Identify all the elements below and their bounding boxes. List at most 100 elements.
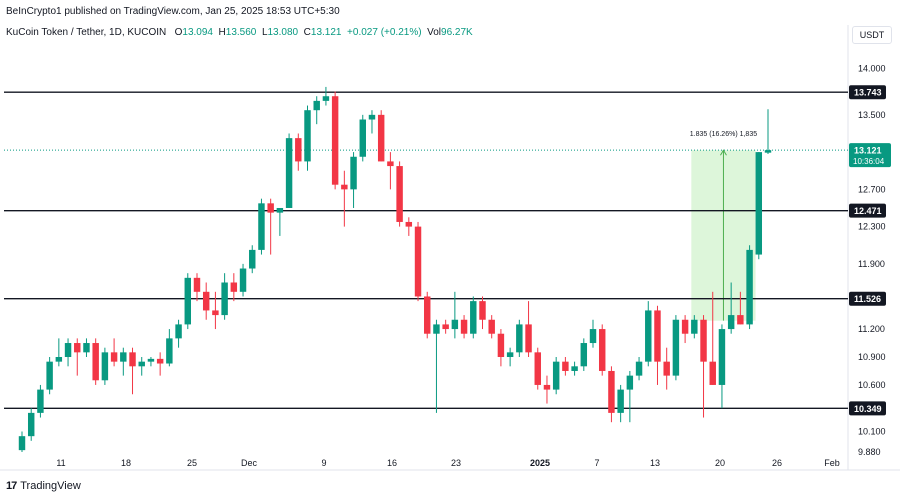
candle [764,109,772,154]
y-tick-label: 14.000 [858,63,886,73]
legend-vol-label: Vol [427,27,442,38]
legend-open-label: O [174,27,183,38]
candle [258,198,265,255]
candle [617,384,624,423]
candle-body [598,329,606,371]
candle-body [470,301,477,334]
candle-body [727,315,735,330]
candle [645,301,652,367]
candle [589,319,597,348]
candle [746,245,753,330]
candle-body [166,338,173,364]
candle-body [175,324,182,339]
candle-body [497,333,505,358]
candle [700,315,707,418]
candle [92,338,99,385]
legend-open: 13.094 [182,27,213,38]
measure-label: 1.835 (16.26%) 1,835 [690,131,757,138]
candle [166,329,173,367]
tradingview-brand: TradingView [20,480,81,492]
candle [64,338,72,367]
candle-body [635,361,643,376]
candle-body [534,352,541,385]
candle [74,338,81,376]
candle-body [516,324,523,353]
candle [506,347,514,367]
legend-close-label: C [303,27,311,38]
candle-body [681,319,689,334]
candle [202,282,210,320]
candle [396,161,403,227]
candle [368,110,376,134]
y-tick-label: 10.100 [858,427,886,437]
candle [663,347,670,390]
candle [110,338,118,367]
candle [239,263,247,297]
candle-body [322,96,330,101]
countdown-label: 10:36:04 [853,157,885,166]
candle [405,217,413,236]
candle [755,152,763,260]
currency-selector[interactable]: USDT [852,26,892,44]
candle-body [221,282,228,316]
candle-body [64,343,72,358]
level-tag [849,85,886,100]
candle-body [377,114,385,162]
candle [387,152,394,190]
legend-low-label: L [261,27,268,38]
x-tick-label: 11 [56,458,65,468]
candle-body [55,357,63,362]
candle-body [184,277,192,325]
candle-body [258,203,265,250]
candle [46,357,53,395]
candle-body [147,358,155,362]
candle-body [249,249,256,269]
candle [424,291,431,339]
level-tag [849,291,886,306]
candle [470,296,477,339]
last-price-tag [849,143,891,168]
candle [285,133,293,208]
candle-body [488,319,495,334]
publisher-line: BeInCrypto1 published on TradingView.com… [6,6,340,17]
candle-body [304,110,311,162]
candle [267,198,274,255]
candle-body [589,329,597,344]
candle [331,91,339,190]
grid [0,25,900,471]
candle-body [120,352,127,362]
y-tick-label: 10.900 [858,352,886,362]
candle-body [451,319,459,330]
candle [571,361,578,376]
candle [479,296,486,330]
candle-body [83,343,90,353]
candle-body [460,319,468,334]
level-tag-label: 13.743 [854,88,882,98]
x-tick-label: Dec [241,458,258,468]
candle-body [718,329,726,385]
candle-body [350,156,357,190]
candle-body [424,296,431,334]
candle [27,408,35,441]
candle-body [138,361,145,367]
candle [497,329,505,367]
candle [691,315,698,339]
candle [552,357,560,395]
candle-body [193,277,201,292]
candle [654,305,661,385]
candle [488,315,495,339]
candle [304,105,311,171]
candle [156,352,164,376]
candle-body [156,358,164,364]
legend-symbol: KuCoin Token / Tether, 1D, KUCOIN [6,27,167,38]
axes: 14.000 13.500 12.700 12.300 11.900 11.200 10.9… [56,63,885,468]
candle-body [479,301,486,320]
candle-body [571,366,578,371]
last-price-label: 13.121 [854,146,882,156]
candle-body [654,310,661,362]
candle-body [433,324,440,334]
measure-arrow-head [720,149,727,156]
candle-body [755,152,763,255]
candle-body [110,352,118,362]
